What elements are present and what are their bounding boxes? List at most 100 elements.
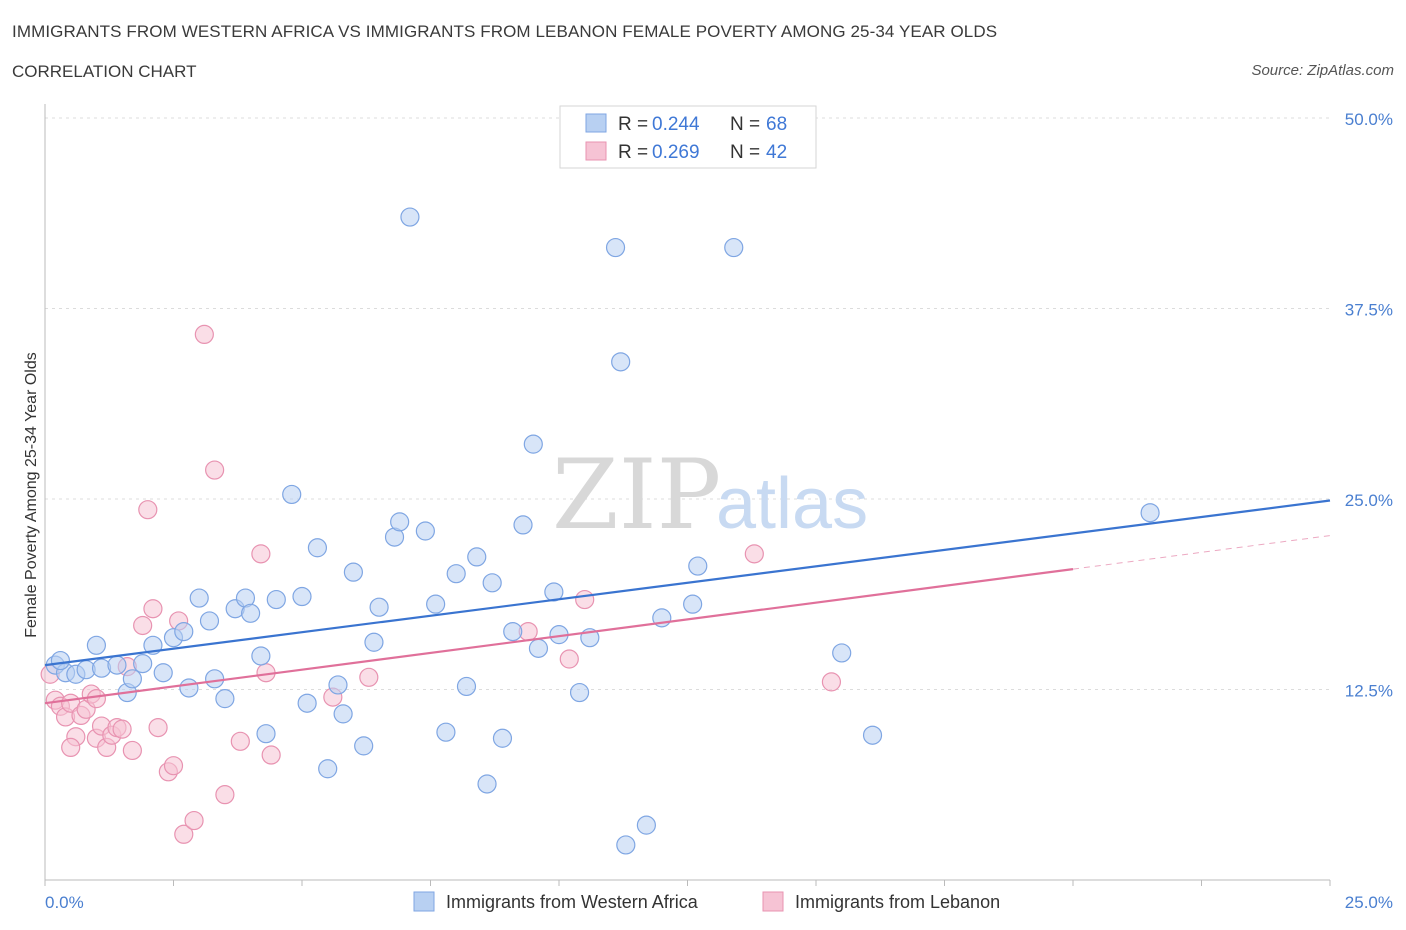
lebanon-point-38 [575, 589, 595, 610]
legend-n-value-1: 68 [766, 114, 787, 135]
western-africa-point-11 [153, 663, 173, 683]
western-africa-point-34 [364, 632, 384, 652]
trend-line-lebanon-extension [1072, 535, 1331, 570]
series-western-africa [45, 207, 1160, 855]
lebanon-point-35 [359, 667, 379, 687]
western-africa-point-21 [241, 603, 261, 623]
y-tick-label-1: 25.0% [1345, 491, 1393, 510]
western-africa-point-38 [400, 207, 420, 227]
western-africa-point-43 [456, 676, 477, 697]
western-africa-point-49 [513, 515, 533, 535]
lebanon-point-20 [143, 599, 163, 619]
lebanon-point-41 [61, 737, 81, 758]
western-africa-point-5 [91, 658, 112, 678]
western-africa-point-14 [179, 678, 199, 698]
lebanon-point-18 [133, 615, 153, 636]
trend-lines [44, 499, 1331, 705]
trend-line-western-africa [44, 499, 1331, 667]
western-africa-point-37 [390, 512, 410, 532]
western-africa-point-51 [528, 638, 549, 658]
lebanon-point-27 [194, 324, 214, 345]
top-legend: R = 0.244 N = 68 R = 0.269 N = 42 [559, 105, 817, 169]
x-tick-label-0: 0.0% [45, 893, 84, 912]
western-africa-point-59 [636, 815, 656, 835]
western-africa-point-46 [482, 573, 502, 593]
y-tick-labels: 12.5% 25.0% 37.5% 50.0% [1345, 110, 1393, 701]
western-africa-point-8 [122, 669, 142, 689]
lebanon-point-10 [86, 689, 107, 709]
western-africa-point-17 [205, 669, 225, 689]
western-africa-point-31 [333, 704, 353, 724]
western-africa-point-13 [174, 621, 194, 642]
legend-swatch-pink [585, 141, 607, 161]
legend-swatch-blue [585, 113, 607, 133]
bottom-legend-label-blue: Immigrants from Western Africa [446, 892, 699, 912]
western-africa-point-35 [369, 597, 389, 617]
western-africa-point-66 [1140, 503, 1160, 523]
western-africa-point-44 [467, 547, 487, 567]
bottom-legend: Immigrants from Western Africa Immigrant… [413, 891, 1000, 912]
lebanon-point-40 [821, 672, 842, 692]
lebanon-point-29 [215, 785, 235, 805]
western-africa-point-64 [832, 643, 852, 663]
western-africa-point-54 [569, 682, 590, 703]
trend-line-lebanon [44, 568, 1074, 705]
watermark: ZIP atlas [552, 439, 868, 551]
bottom-legend-swatch-blue [413, 891, 435, 912]
lebanon-point-19 [138, 500, 158, 520]
lebanon-point-37 [559, 649, 579, 669]
western-africa-point-57 [611, 352, 631, 372]
western-africa-point-28 [307, 538, 328, 558]
western-africa-point-22 [251, 646, 271, 666]
lebanon-point-31 [251, 544, 271, 564]
western-africa-point-26 [292, 586, 312, 607]
western-africa-point-65 [862, 725, 883, 745]
western-africa-point-45 [477, 774, 497, 794]
lebanon-point-23 [163, 756, 184, 776]
y-tick-label-3: 50.0% [1345, 110, 1393, 129]
lebanon-point-17 [122, 740, 142, 761]
western-africa-point-50 [523, 434, 543, 454]
western-africa-point-47 [492, 728, 513, 748]
chart-subtitle: CORRELATION CHART [12, 62, 197, 81]
lebanon-point-39 [744, 544, 764, 564]
western-africa-point-23 [256, 724, 276, 744]
western-africa-point-18 [215, 689, 235, 709]
western-africa-point-56 [605, 237, 626, 258]
axes [44, 104, 1331, 886]
bottom-legend-label-pink: Immigrants from Lebanon [795, 892, 1000, 912]
western-africa-point-4 [86, 635, 107, 655]
western-africa-point-67 [50, 650, 71, 671]
western-africa-point-48 [503, 621, 523, 642]
source-label: Source: ZipAtlas.com [1251, 62, 1394, 79]
series-lebanon [40, 324, 842, 844]
x-tick-labels: 0.0% 25.0% [45, 893, 1393, 912]
legend-r-label-1: R = [618, 114, 648, 135]
western-africa-point-25 [282, 484, 302, 505]
lebanon-point-30 [230, 731, 250, 751]
watermark-zip: ZIP [552, 439, 721, 551]
legend-n-label-2: N = [730, 142, 760, 163]
western-africa-point-32 [343, 562, 363, 582]
western-africa-point-62 [688, 556, 708, 576]
western-africa-point-40 [426, 594, 446, 614]
western-africa-point-9 [133, 653, 153, 674]
y-tick-label-0: 12.5% [1345, 682, 1393, 701]
western-africa-point-58 [616, 835, 636, 855]
x-tick-label-1: 25.0% [1345, 893, 1393, 912]
western-africa-point-61 [683, 594, 703, 614]
western-africa-point-39 [415, 521, 435, 541]
y-tick-label-2: 37.5% [1345, 301, 1393, 320]
legend-n-value-2: 42 [766, 142, 787, 163]
western-africa-point-63 [724, 237, 744, 258]
chart-title: IMMIGRANTS FROM WESTERN AFRICA VS IMMIGR… [12, 22, 998, 41]
lebanon-point-21 [148, 717, 168, 738]
lebanon-point-15 [112, 719, 132, 739]
legend-r-value-1: 0.244 [652, 114, 700, 135]
legend-r-label-2: R = [618, 142, 648, 163]
lebanon-point-25 [174, 824, 194, 844]
y-axis-label: Female Poverty Among 25-34 Year Olds [23, 352, 40, 638]
legend-n-label-1: N = [730, 114, 760, 135]
western-africa-point-15 [189, 588, 209, 608]
western-africa-point-33 [354, 736, 374, 756]
